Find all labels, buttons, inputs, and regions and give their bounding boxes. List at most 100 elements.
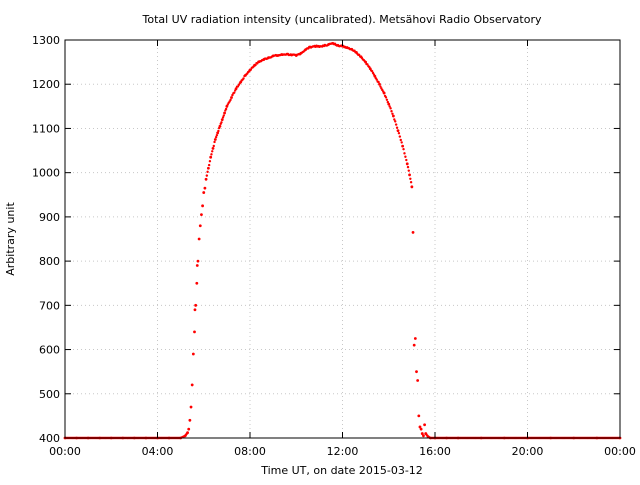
data-point: [230, 96, 233, 99]
data-point: [193, 308, 197, 312]
data-point: [210, 153, 213, 156]
data-point: [211, 150, 214, 153]
data-point: [402, 147, 405, 151]
y-tick-label: 600: [39, 344, 60, 357]
data-point: [377, 80, 380, 84]
data-point: [408, 173, 411, 177]
data-point: [220, 118, 224, 121]
data-point: [393, 118, 396, 121]
data-point: [400, 141, 403, 144]
y-tick-label: 700: [39, 299, 60, 312]
data-point: [215, 133, 219, 137]
data-point: [413, 337, 417, 340]
y-tick-label: 900: [39, 211, 60, 224]
grid-layer: [65, 40, 620, 438]
data-point: [233, 91, 236, 94]
data-point: [186, 431, 189, 435]
y-tick-label: 800: [39, 255, 60, 268]
data-point: [375, 78, 378, 81]
data-point: [401, 144, 405, 148]
data-point: [411, 230, 415, 234]
data-point: [378, 82, 381, 86]
data-point: [407, 169, 410, 172]
data-point: [418, 425, 422, 429]
data-point: [229, 98, 232, 102]
data-point: [212, 144, 215, 148]
y-tick-label: 1300: [32, 34, 60, 47]
y-axis-label: Arbitrary unit: [4, 202, 17, 276]
data-point: [406, 165, 410, 169]
data-point: [234, 87, 238, 91]
ticks-layer: 400 500 600 700 800 900 1000 1100 1200 1300 00:00 0…: [32, 34, 636, 458]
data-point: [193, 330, 196, 334]
data-point: [188, 418, 192, 422]
data-point: [395, 126, 399, 129]
data-point: [422, 434, 425, 438]
data-point: [191, 352, 195, 356]
data-point: [222, 114, 225, 117]
x-tick-label: 00:00: [604, 445, 636, 458]
data-point: [195, 264, 199, 267]
data-point: [379, 85, 382, 88]
data-point: [189, 405, 193, 409]
data-point: [213, 140, 216, 144]
y-tick-label: 400: [39, 432, 60, 445]
data-point: [206, 166, 210, 170]
data-point: [419, 427, 423, 431]
data-point: [206, 170, 209, 174]
data-point: [386, 100, 390, 104]
data-point: [409, 180, 413, 184]
data-point: [197, 237, 201, 241]
data-point: [417, 414, 421, 418]
data-point: [200, 213, 203, 217]
chart-title: Total UV radiation intensity (uncalibrat…: [142, 13, 542, 26]
data-point: [396, 129, 400, 133]
data-point: [397, 132, 401, 135]
data-point: [390, 110, 393, 113]
y-tick-label: 1000: [32, 167, 60, 180]
x-tick-label: 08:00: [234, 445, 266, 458]
data-point: [196, 259, 200, 263]
data-point: [412, 343, 416, 347]
data-point: [208, 160, 212, 163]
data-point: [384, 96, 388, 99]
data-point: [394, 120, 397, 123]
data-point: [207, 163, 211, 167]
data-point: [205, 174, 209, 177]
x-tick-label: 00:00: [49, 445, 81, 458]
data-point: [209, 155, 213, 159]
data-point: [190, 383, 194, 387]
data-point: [382, 91, 386, 95]
x-tick-label: 04:00: [142, 445, 174, 458]
data-point: [220, 121, 223, 124]
x-tick-label: 16:00: [419, 445, 451, 458]
data-point: [389, 107, 392, 110]
data-point: [391, 114, 395, 118]
data-point: [221, 116, 225, 119]
data-point: [203, 186, 207, 190]
data-point: [405, 158, 408, 162]
data-point: [403, 152, 406, 155]
data-point: [394, 123, 398, 126]
data-point: [218, 124, 222, 128]
x-tick-label: 12:00: [327, 445, 359, 458]
data-point: [223, 111, 226, 115]
data-point: [217, 129, 220, 133]
x-tick-label: 20:00: [512, 445, 544, 458]
data-point: [211, 146, 215, 150]
data-point: [213, 138, 217, 141]
data-point: [420, 432, 424, 435]
data-point: [391, 112, 394, 115]
data-point: [398, 135, 402, 138]
data-point: [214, 135, 218, 139]
data-point: [404, 155, 407, 158]
data-point: [410, 185, 414, 189]
data-point: [388, 105, 391, 108]
y-tick-label: 1200: [32, 78, 60, 91]
data-point: [231, 93, 234, 97]
y-tick-label: 1100: [32, 122, 60, 135]
data-point: [198, 224, 202, 228]
data-point: [399, 138, 402, 142]
